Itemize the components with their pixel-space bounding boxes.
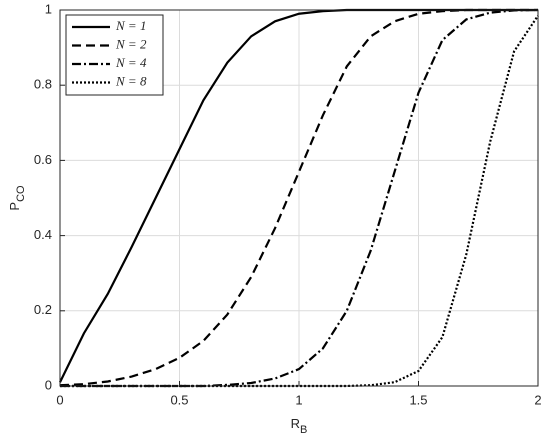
- legend-label: N = 4: [115, 55, 147, 70]
- legend: N = 1 N = 2 N = 4 N = 8: [65, 14, 164, 96]
- y-tick-label: 0.6: [34, 152, 52, 167]
- series-line: [60, 15, 539, 388]
- legend-label: N = 2: [115, 36, 147, 51]
- y-tick-label: 0.8: [34, 77, 52, 92]
- y-axis-label-main: P: [7, 202, 22, 211]
- legend-label: N = 8: [115, 73, 147, 88]
- series-line: [60, 8, 539, 388]
- x-axis-label: RB: [291, 416, 308, 435]
- y-axis-label-sub: CO: [15, 185, 27, 202]
- x-axis-label-main: R: [291, 416, 300, 431]
- x-axis-label-sub: B: [300, 424, 307, 436]
- y-tick-label: 0.4: [34, 227, 52, 242]
- x-tick-label: 1: [295, 392, 302, 407]
- y-tick-label: 0: [45, 377, 52, 392]
- x-tick-label: 0.5: [170, 392, 188, 407]
- x-tick-label: 1.5: [409, 392, 427, 407]
- legend-box: [65, 14, 164, 96]
- x-tick-label: 2: [534, 392, 541, 407]
- y-tick-label: 0.2: [34, 302, 52, 317]
- legend-label: N = 1: [115, 18, 146, 33]
- y-tick-label: 1: [45, 1, 52, 16]
- x-tick-label: 0: [56, 392, 63, 407]
- y-axis-label: PCO: [7, 185, 26, 211]
